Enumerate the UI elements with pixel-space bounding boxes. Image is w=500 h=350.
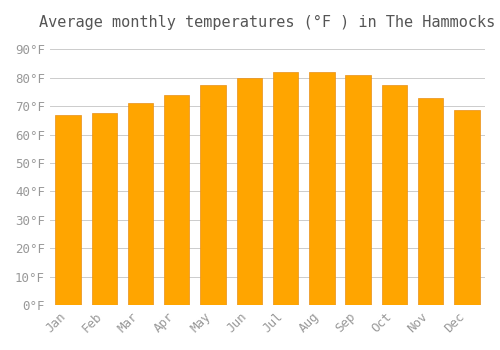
Title: Average monthly temperatures (°F ) in The Hammocks: Average monthly temperatures (°F ) in Th… (40, 15, 496, 30)
Bar (418, 98, 444, 305)
Bar (454, 111, 479, 305)
Bar (236, 78, 262, 305)
Bar (309, 72, 334, 305)
Bar (382, 85, 407, 305)
Bar (273, 72, 298, 305)
Bar (200, 85, 226, 305)
Bar (92, 113, 117, 305)
Bar (164, 95, 190, 305)
Bar (128, 103, 153, 305)
Bar (56, 115, 80, 305)
Bar (346, 75, 371, 305)
